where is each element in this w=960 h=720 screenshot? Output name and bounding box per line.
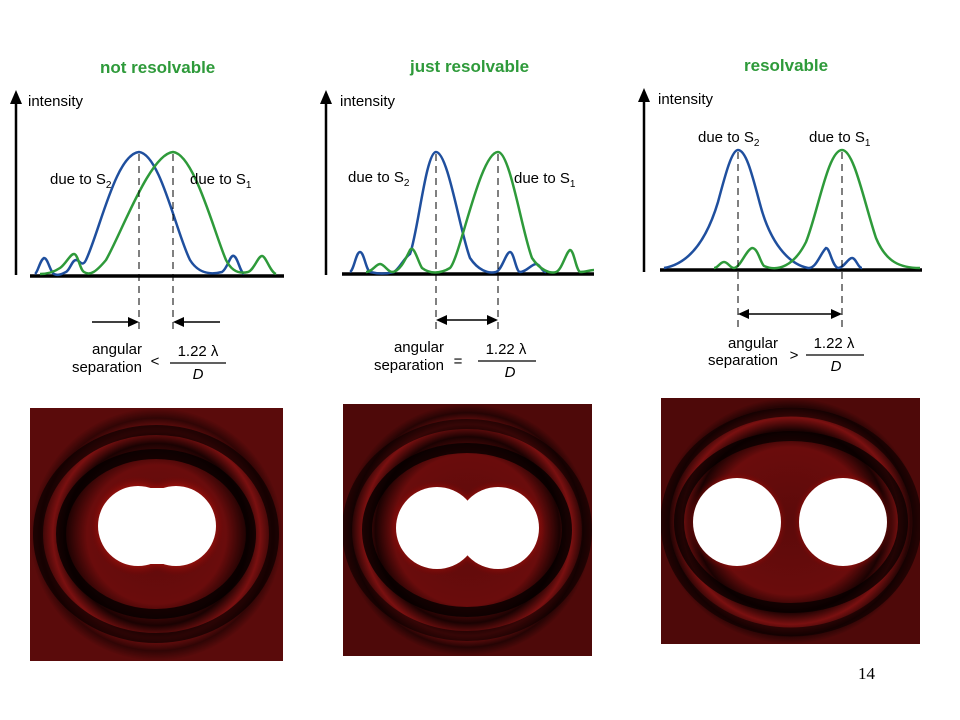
label-due-to-s1: due to S1 [809, 129, 871, 149]
label-due-to-s1: due to S1 [514, 170, 576, 190]
condition-denominator: D [193, 366, 204, 383]
diffraction-pattern-resolvable [661, 398, 920, 644]
condition-separation: separation [72, 359, 142, 376]
condition-angular: angular [92, 341, 142, 358]
curve-s1 [365, 150, 595, 274]
condition-numerator: 1.22 λ [486, 341, 527, 358]
arrowhead-icon [487, 315, 498, 325]
label-due-to-s2: due to S2 [348, 169, 410, 189]
y-axis-label: intensity [340, 93, 396, 110]
condition-denominator: D [505, 364, 516, 381]
curve-s1 [39, 150, 277, 276]
intensity-diagram-resolvable: intensity due to S2 due to S1 angular se… [638, 88, 922, 375]
arrowhead-icon [128, 317, 139, 327]
label-due-to-s2: due to S2 [50, 171, 112, 191]
diffraction-pattern-just-resolvable [343, 404, 592, 656]
condition-separation: separation [708, 352, 778, 369]
condition-angular: angular [394, 339, 444, 356]
arrowhead-icon [436, 315, 447, 325]
arrowhead-icon [831, 309, 842, 319]
page-number: 14 [858, 664, 875, 683]
condition-separation: separation [374, 357, 444, 374]
condition-operator: = [454, 353, 463, 370]
arrowhead-icon [173, 317, 184, 327]
y-axis-arrow-icon [10, 90, 22, 104]
condition-numerator: 1.22 λ [178, 343, 219, 360]
panel-title-not-resolvable: not resolvable [100, 58, 216, 77]
condition-numerator: 1.22 λ [814, 335, 855, 352]
y-axis-label: intensity [658, 91, 714, 108]
intensity-diagram-not-resolvable: intensity due to S2 due to S1 angular se… [10, 90, 284, 383]
condition-denominator: D [831, 358, 842, 375]
intensity-diagram-just-resolvable: intensity due to S2 due to S1 angular se… [320, 90, 595, 381]
y-axis-label: intensity [28, 93, 84, 110]
curve-s1 [713, 148, 921, 270]
panel-title-just-resolvable: just resolvable [410, 57, 530, 76]
arrowhead-icon [738, 309, 749, 319]
y-axis-arrow-icon [638, 88, 650, 102]
y-axis-arrow-icon [320, 90, 332, 104]
label-due-to-s2: due to S2 [698, 129, 760, 149]
curve-s2 [663, 148, 863, 270]
condition-operator: > [790, 347, 799, 364]
condition-operator: < [151, 353, 160, 370]
panel-title-resolvable: resolvable [744, 56, 829, 75]
condition-angular: angular [728, 335, 778, 352]
diffraction-pattern-not-resolvable [30, 408, 283, 661]
label-due-to-s1: due to S1 [190, 171, 252, 191]
